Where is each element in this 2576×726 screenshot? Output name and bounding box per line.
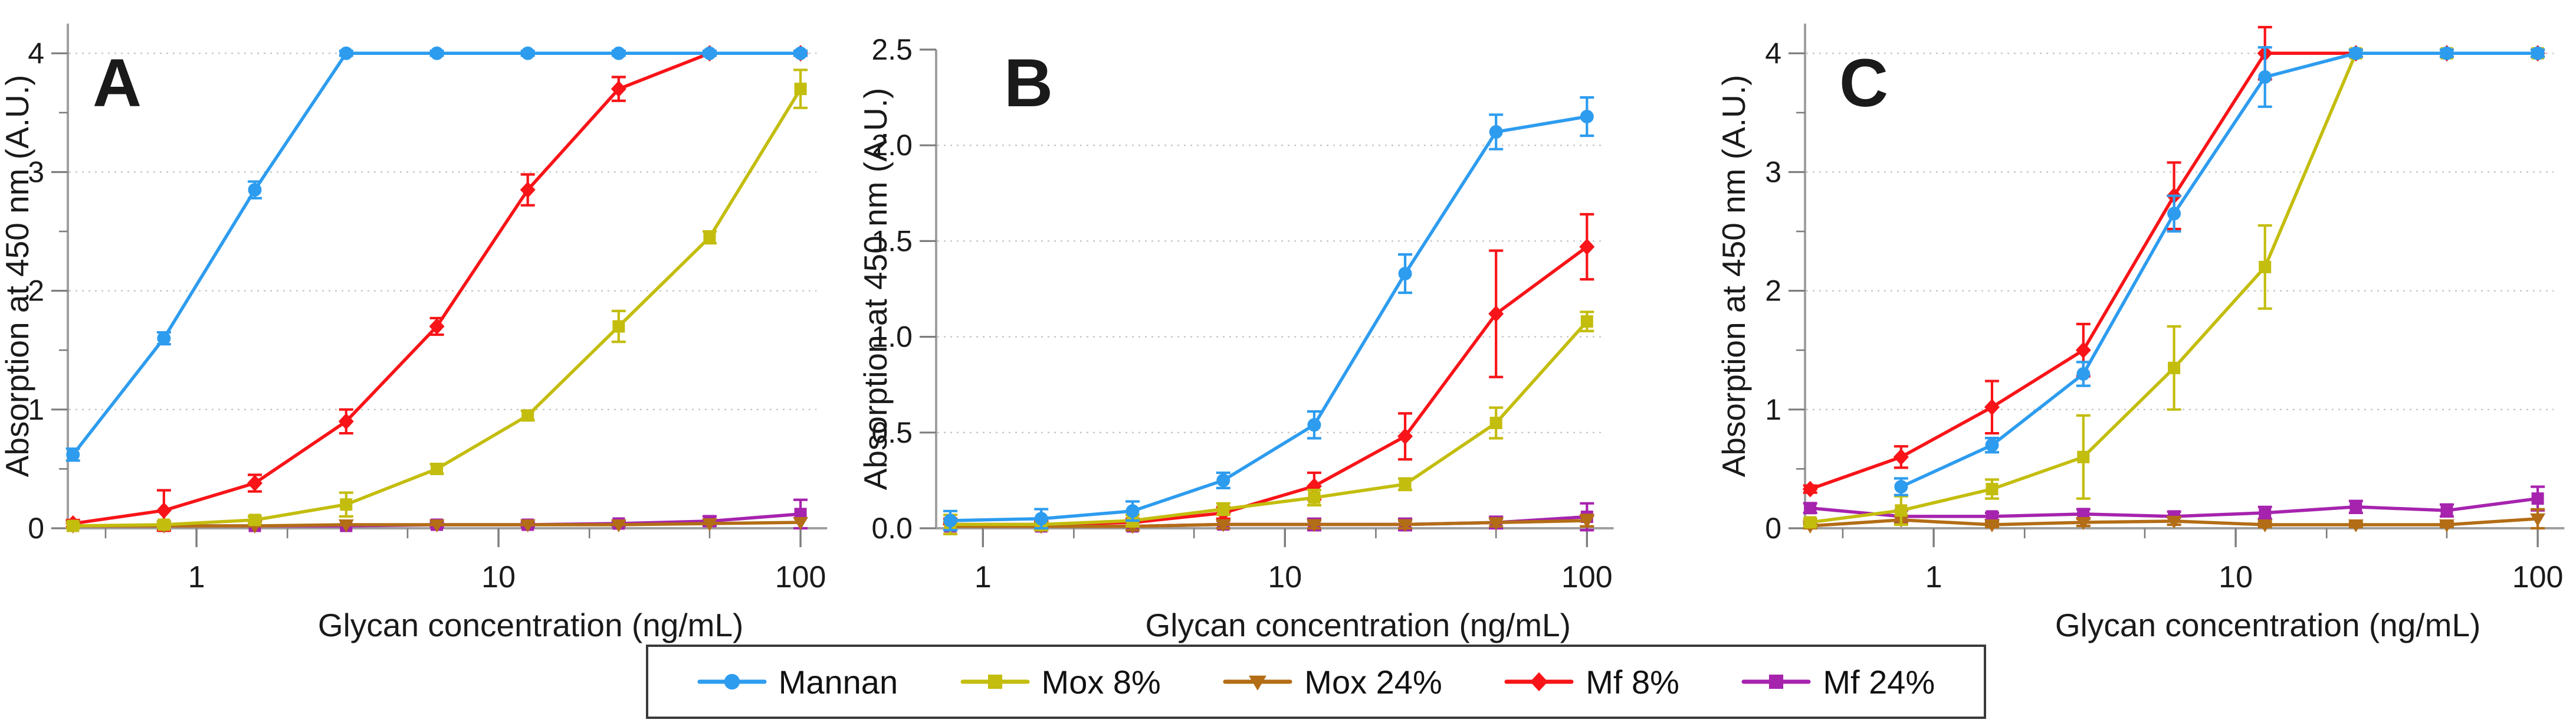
panel-C: 0 1 2 3 4 1 10 100 C Absorption at 450 nm (A.U.) G… — [1717, 0, 2576, 726]
series-mf-8-C — [1802, 25, 2546, 498]
y-axis-C: 0 1 2 3 4 — [1765, 37, 1805, 545]
panel-letter-C: C — [1839, 45, 1888, 121]
legend-label-mf-8: Mf 8% — [1586, 663, 1679, 701]
mox-8-marker-icon — [960, 674, 1030, 689]
svg-text:0: 0 — [28, 512, 44, 545]
svg-text:4: 4 — [1765, 37, 1781, 70]
y-axis-title-A: Absorption at 450 nm (A.U.) — [0, 75, 35, 478]
mox-24-marker-icon — [1223, 675, 1292, 691]
panel-A-chart: 0 1 2 3 4 1 10 100 A Absorption at 450 nm (A.U.) G… — [0, 24, 828, 643]
x-axis-B: 1 10 100 — [974, 528, 1613, 594]
axes-C — [1804, 24, 2565, 529]
svg-text:2: 2 — [28, 274, 44, 308]
series-mannan-B — [943, 96, 1594, 532]
svg-text:1: 1 — [1765, 393, 1781, 426]
svg-text:1: 1 — [1925, 560, 1942, 594]
series-mox-8-C — [1803, 47, 2545, 529]
svg-text:10: 10 — [481, 560, 516, 594]
panel-letter-B: B — [1004, 45, 1053, 121]
series-mf-8-A — [65, 45, 809, 532]
series-mox-24-C — [1802, 508, 2546, 534]
legend-item-mf-8: Mf 8% — [1504, 663, 1679, 701]
panel-C-chart: 0 1 2 3 4 1 10 100 C Absorption at 450 nm (A.U.) G… — [1717, 24, 2565, 643]
svg-text:2.5: 2.5 — [871, 33, 913, 66]
axes-A — [67, 24, 828, 529]
svg-text:100: 100 — [2512, 560, 2564, 594]
svg-text:0.0: 0.0 — [871, 512, 913, 545]
svg-text:10: 10 — [1268, 560, 1302, 594]
series-mannan-A — [65, 46, 808, 462]
y-axis-title-B: Absorption at 450 nm (A.U.) — [858, 88, 894, 490]
x-axis-C: 1 10 100 — [1842, 528, 2564, 594]
svg-text:1.5: 1.5 — [871, 224, 913, 257]
gridlines-B — [937, 144, 1603, 433]
x-axis-title-C: Glycan concentration (ng/mL) — [2055, 607, 2480, 643]
x-axis-title-B: Glycan concentration (ng/mL) — [1146, 607, 1571, 643]
legend-label-mannan: Mannan — [778, 663, 898, 701]
series-mannan-C — [1894, 46, 2545, 496]
legend: Mannan Mox 8% Mox 24% Mf 8% Mf 24% — [646, 645, 1986, 719]
panel-letter-A: A — [93, 45, 142, 121]
y-axis-title-C: Absorption at 450 nm (A.U.) — [1717, 75, 1752, 478]
legend-label-mox-24: Mox 24% — [1304, 663, 1442, 701]
svg-text:3: 3 — [1765, 155, 1781, 188]
svg-text:2: 2 — [1765, 274, 1781, 308]
x-axis-A: 1 10 100 — [104, 528, 826, 594]
svg-text:0: 0 — [1765, 512, 1781, 545]
legend-label-mf-24: Mf 24% — [1823, 663, 1935, 701]
x-axis-title-A: Glycan concentration (ng/mL) — [318, 607, 743, 643]
svg-text:3: 3 — [28, 155, 44, 188]
mannan-marker-icon — [697, 673, 767, 690]
axes-B — [935, 50, 1614, 529]
svg-text:1: 1 — [28, 393, 44, 426]
svg-text:1: 1 — [188, 560, 205, 594]
svg-text:1: 1 — [974, 560, 992, 594]
legend-item-mf-24: Mf 24% — [1741, 663, 1935, 701]
svg-text:100: 100 — [1561, 560, 1613, 594]
y-axis-B: 0.0 0.5 1.0 1.5 2.0 2.5 — [871, 33, 936, 545]
y-axis-A: 0 1 2 3 4 — [28, 37, 68, 545]
legend-item-mox-8: Mox 8% — [960, 663, 1161, 701]
panel-B: 0.0 0.5 1.0 1.5 2.0 2.5 1 10 100 B Absorption at 4… — [858, 0, 1717, 726]
mf-24-marker-icon — [1741, 674, 1811, 689]
svg-text:0.5: 0.5 — [871, 416, 913, 449]
svg-text:2.0: 2.0 — [871, 129, 913, 162]
legend-item-mannan: Mannan — [697, 663, 898, 701]
svg-text:1.0: 1.0 — [871, 321, 913, 354]
legend-label-mox-8: Mox 8% — [1041, 663, 1161, 701]
series-mf-8-B — [943, 212, 1595, 533]
svg-text:10: 10 — [2219, 560, 2253, 594]
panel-A: 0 1 2 3 4 1 10 100 A Absorption at 450 nm (A.U.) G… — [0, 0, 858, 726]
panel-B-chart: 0.0 0.5 1.0 1.5 2.0 2.5 1 10 100 B Absorption at 4… — [858, 33, 1614, 643]
series-mox-8-A — [65, 68, 808, 532]
legend-item-mox-24: Mox 24% — [1223, 663, 1442, 701]
mf-8-marker-icon — [1504, 672, 1574, 692]
svg-text:100: 100 — [775, 560, 826, 594]
svg-text:4: 4 — [28, 37, 44, 70]
